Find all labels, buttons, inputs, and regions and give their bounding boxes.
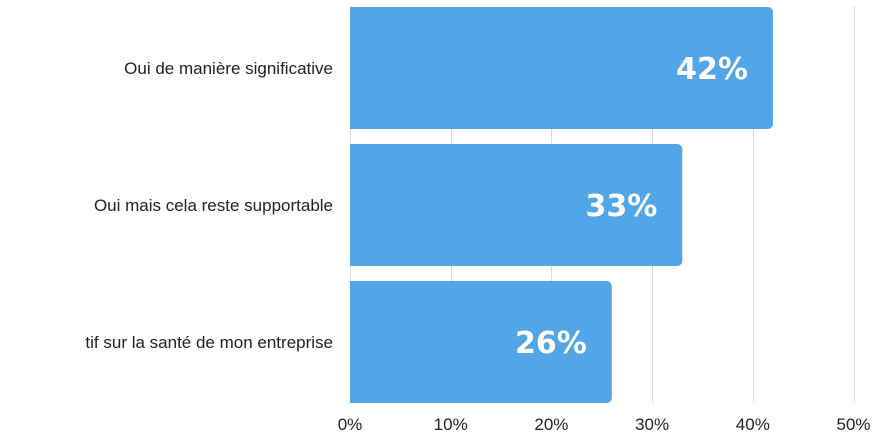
bar — [350, 7, 773, 129]
category-label: Oui mais cela reste supportable — [94, 196, 333, 215]
x-axis-tick-labels: 0% 10% 20% 30% 40% 50% — [338, 415, 871, 434]
x-tick-label: 50% — [836, 415, 870, 434]
x-tick-label: 10% — [434, 415, 468, 434]
category-label: tif sur la santé de mon entreprise — [85, 333, 333, 352]
bar — [350, 281, 612, 403]
bar — [350, 144, 683, 266]
x-tick-label: 30% — [635, 415, 669, 434]
x-tick-label: 0% — [338, 415, 363, 434]
x-tick-label: 40% — [736, 415, 770, 434]
category-label: Oui de manière significative — [124, 59, 333, 78]
bar-value-label: 26% — [515, 326, 587, 361]
bar-value-label: 33% — [585, 189, 657, 224]
category-labels: Oui de manière significative Oui mais cel… — [85, 59, 333, 352]
x-tick-label: 20% — [534, 415, 568, 434]
bars: 42% 33% 26% — [350, 7, 773, 403]
bar-value-label: 42% — [676, 52, 748, 87]
